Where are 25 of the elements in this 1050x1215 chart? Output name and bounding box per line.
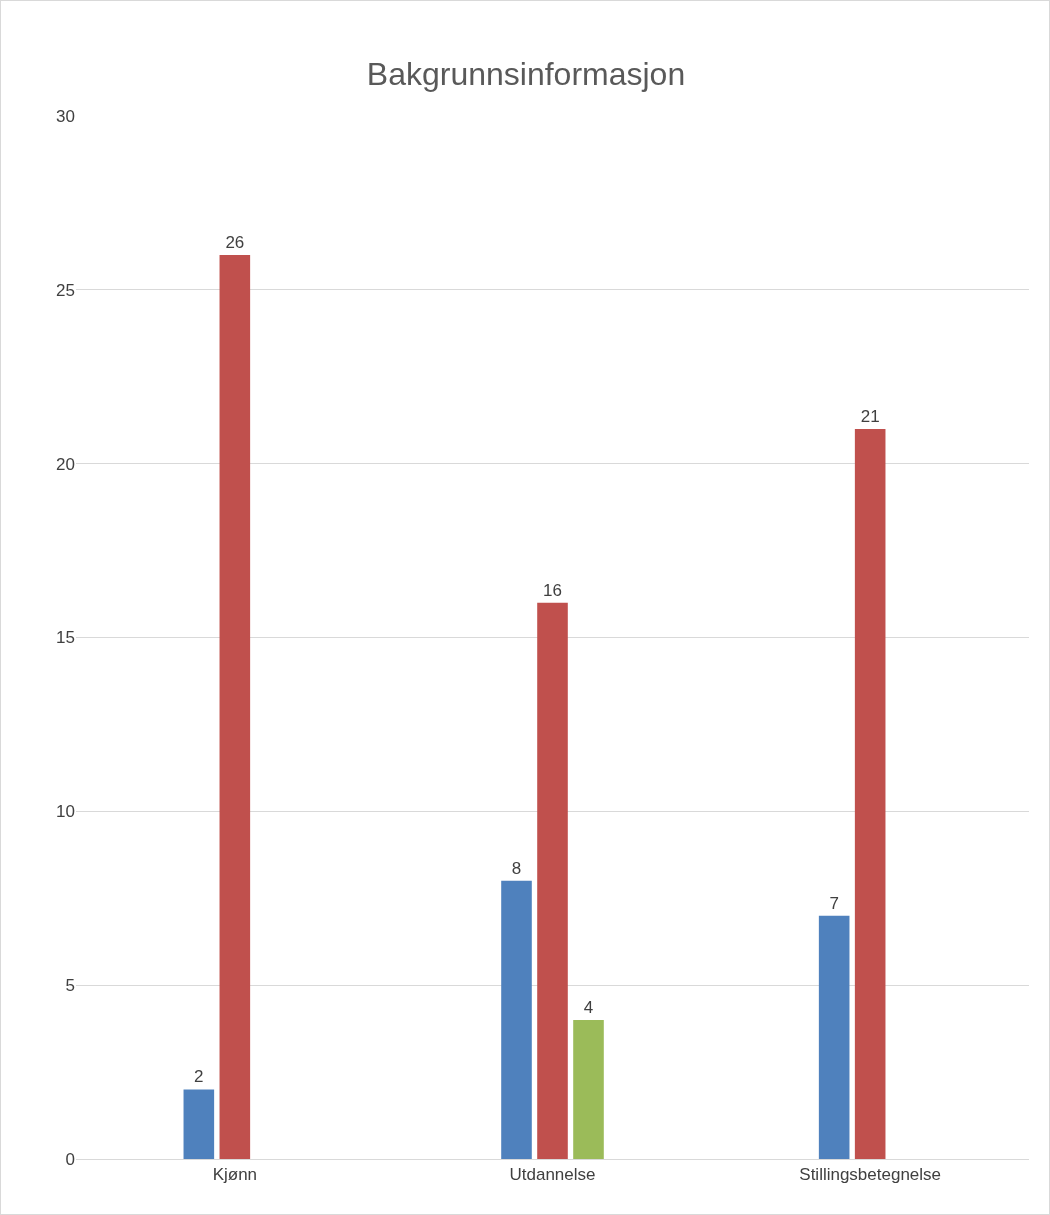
- data-label: 8: [511, 858, 522, 878]
- y-tick-label: 10: [56, 802, 75, 822]
- data-label: 4: [583, 997, 594, 1017]
- data-label: 7: [829, 893, 839, 913]
- bar: [818, 915, 850, 1159]
- y-tick-label: 20: [56, 454, 75, 474]
- data-label: 16: [543, 580, 562, 600]
- y-tick-label: 30: [56, 106, 75, 126]
- bar: [219, 255, 251, 1159]
- y-tick-label: 25: [56, 280, 75, 300]
- y-tick-label: 0: [65, 1149, 75, 1169]
- bar: [854, 428, 886, 1159]
- x-tick-label: Stillingsbetegnelse: [799, 1165, 942, 1185]
- y-tick-label: 15: [56, 628, 75, 648]
- x-tick-label: Kjønn: [212, 1165, 258, 1185]
- y-tick-label: 5: [65, 976, 75, 996]
- bar: [501, 880, 532, 1159]
- data-label: 2: [194, 1067, 204, 1087]
- bar: [183, 1089, 215, 1159]
- data-label: 21: [860, 406, 880, 426]
- data-label: 26: [225, 233, 245, 253]
- x-tick-label: Utdannelse: [509, 1165, 596, 1185]
- chart-title: Bakgrunnsinformasjon: [366, 56, 686, 93]
- bar: [573, 1019, 604, 1159]
- bar: [537, 602, 568, 1159]
